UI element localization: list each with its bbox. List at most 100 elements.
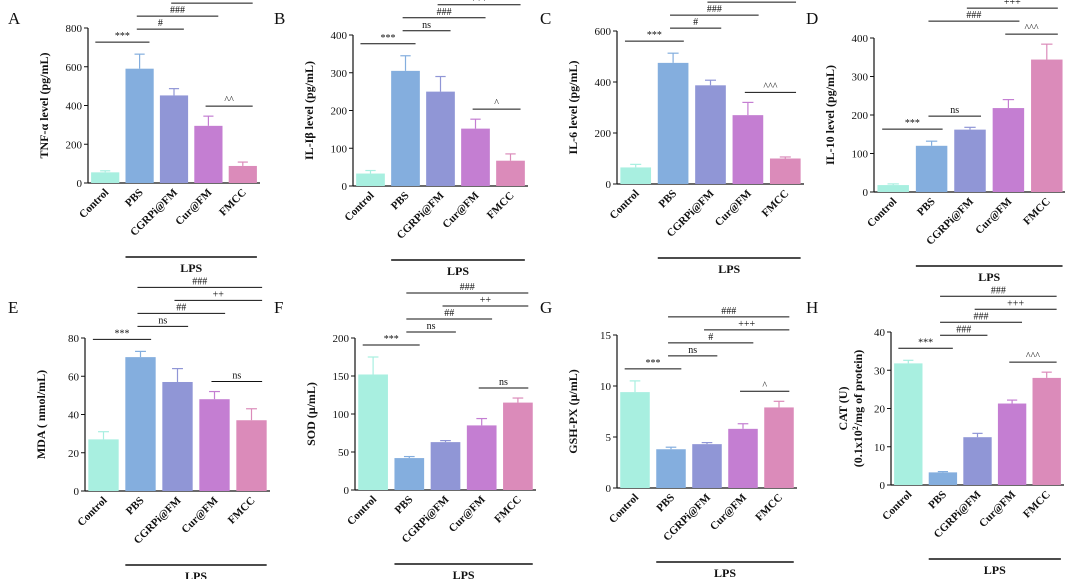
chart-svg: B 0 100 200 300 400 IL-Iβ level (pg/mL) Control…: [274, 0, 528, 278]
category-label: Control: [75, 495, 109, 529]
significance-label: ^^^: [763, 81, 777, 92]
significance-label: ***: [918, 337, 933, 348]
category-label: Control: [342, 190, 376, 224]
y-tick-label: 40: [874, 327, 886, 339]
y-tick-label: 10: [874, 442, 886, 454]
bar-pbs: [391, 70, 420, 186]
unit-exponent: 2: [851, 426, 860, 430]
bar-cur-fm: [461, 128, 490, 186]
significance-label: ***: [905, 118, 920, 129]
significance-label: +++: [743, 0, 760, 2]
significance-label: ***: [384, 334, 399, 345]
category-label: Cur@FM: [977, 488, 1019, 530]
y-tick-label: 0: [342, 181, 348, 193]
panel-E: E 0 20 40 60 80 MDA ( nmol/mL) Control PBS CGRPi@…: [0, 276, 270, 579]
category-label: Control: [880, 489, 914, 523]
y-tick-label: 0: [606, 179, 612, 191]
bar-fmcc: [1032, 377, 1061, 485]
category-label: FMCC: [492, 494, 524, 526]
chart-svg: C 0 200 400 600 IL-6 level (pg/mL) Control PBS C…: [540, 0, 804, 276]
category-label: Cur@FM: [440, 189, 482, 231]
significance-label: #: [693, 17, 698, 28]
significance-label: ns: [688, 345, 697, 356]
chart-svg: D 0 100 200 300 400 IL-10 level (pg/mL) Control…: [806, 0, 1065, 284]
significance-label: ###: [974, 311, 989, 322]
significance-label: ***: [646, 358, 661, 369]
significance-label: ++: [213, 289, 225, 300]
y-axis-title: GSH-PX (μ/mL): [566, 369, 580, 453]
significance-label: ns: [158, 315, 167, 326]
y-tick-label: 200: [331, 106, 348, 118]
significance-label: +++: [203, 0, 220, 3]
category-label: Cur@FM: [447, 493, 489, 535]
significance-label: ###: [437, 7, 452, 18]
panel-letter: H: [806, 298, 818, 317]
y-tick-label: 20: [874, 404, 886, 416]
bar-control: [91, 172, 120, 183]
significance-label: ###: [956, 324, 971, 335]
y-axis-title: IL-6 level (pg/mL): [566, 61, 580, 155]
bar-control: [88, 439, 119, 491]
bar-fmcc: [1031, 59, 1063, 193]
significance-label: +++: [1007, 298, 1024, 309]
bar-pbs: [394, 458, 425, 490]
category-label: Cur@FM: [179, 494, 221, 536]
significance-label: ^^^: [1024, 23, 1038, 34]
category-label: Control: [607, 492, 641, 526]
y-tick-label: 5: [606, 432, 612, 444]
panel-G: G 0 5 10 15 GSH-PX (μ/mL) Control PBS CGRPi@FM Cu…: [532, 289, 798, 579]
group-label: LPS: [714, 566, 736, 579]
significance-label: +++: [1004, 0, 1021, 8]
category-label: FMCC: [485, 190, 517, 222]
unit-prefix: (0.1x10: [851, 430, 865, 467]
significance-label: ***: [115, 31, 130, 42]
bar-control: [358, 374, 388, 490]
y-tick-label: 20: [68, 448, 80, 460]
y-axis-title-line2: (0.1x102/mg of protein): [851, 350, 866, 467]
category-label: FMCC: [217, 187, 249, 219]
y-tick-label: 200: [333, 333, 350, 345]
category-label: Cur@FM: [973, 195, 1015, 237]
group-label: LPS: [718, 262, 740, 276]
y-tick-label: 0: [880, 480, 886, 492]
bar-control: [620, 392, 650, 488]
bar-cgrpi-fm: [692, 444, 722, 488]
category-label: PBS: [926, 489, 949, 512]
significance-label: ns: [427, 321, 436, 332]
category-label: PBS: [123, 187, 146, 210]
category-label: PBS: [654, 492, 677, 515]
y-tick-label: 0: [77, 178, 83, 190]
bar-cur-fm: [732, 115, 764, 184]
panel-letter: G: [540, 298, 552, 317]
y-tick-label: 200: [595, 128, 612, 140]
y-tick-label: 60: [68, 371, 80, 383]
group-label: LPS: [185, 569, 207, 579]
y-tick-label: 600: [595, 26, 612, 38]
y-tick-label: 800: [66, 23, 83, 35]
bar-control: [894, 363, 923, 485]
bar-cgrpi-fm: [430, 442, 461, 490]
panel-A: A 0 200 400 600 800 TNF-α level (pg/mL) Control…: [0, 0, 266, 290]
panel-D: D 0 100 200 300 400 IL-10 level (pg/mL) Control…: [798, 0, 1065, 290]
group-label: LPS: [180, 261, 202, 275]
panel-letter: B: [274, 9, 285, 28]
bar-control: [356, 173, 385, 186]
significance-label: ###: [721, 306, 736, 317]
y-tick-label: 10: [600, 381, 612, 393]
y-axis-title: TNF-α level (pg/mL): [37, 52, 51, 158]
bar-pbs: [656, 449, 686, 488]
bar-fmcc: [769, 158, 801, 184]
significance-label: ns: [950, 105, 959, 116]
bar-fmcc: [228, 165, 257, 183]
group-label: LPS: [453, 568, 475, 579]
bar-cgrpi-fm: [159, 95, 189, 183]
category-label: Control: [865, 196, 899, 230]
bar-cur-fm: [728, 428, 758, 488]
significance-label: ^: [762, 380, 767, 391]
category-label: PBS: [915, 196, 938, 219]
significance-label: ###: [966, 10, 981, 21]
panel-B: B 0 100 200 300 400 IL-Iβ level (pg/mL) Control…: [266, 0, 532, 290]
panel-letter: F: [274, 298, 283, 317]
